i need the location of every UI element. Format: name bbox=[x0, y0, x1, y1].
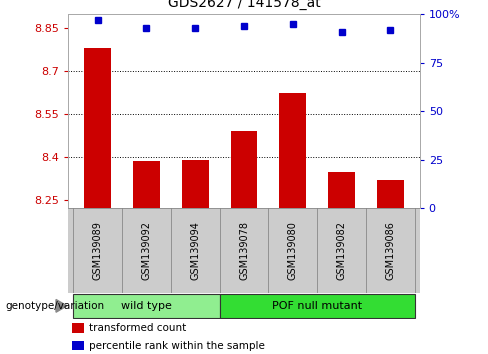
Bar bbox=[84, 48, 111, 208]
Bar bbox=[328, 172, 355, 208]
Text: GSM139092: GSM139092 bbox=[142, 221, 151, 280]
Text: GSM139089: GSM139089 bbox=[93, 221, 102, 280]
Bar bbox=[72, 323, 84, 333]
Text: GSM139082: GSM139082 bbox=[337, 221, 346, 280]
Bar bbox=[73, 293, 220, 318]
Text: percentile rank within the sample: percentile rank within the sample bbox=[89, 341, 265, 350]
Text: GSM139086: GSM139086 bbox=[386, 221, 395, 280]
Text: GSM139094: GSM139094 bbox=[190, 221, 200, 280]
Bar bbox=[231, 131, 258, 208]
Text: POF null mutant: POF null mutant bbox=[272, 301, 362, 311]
Bar bbox=[182, 160, 209, 208]
Bar bbox=[377, 179, 404, 208]
Text: GSM139080: GSM139080 bbox=[288, 221, 298, 280]
Title: GDS2627 / 141578_at: GDS2627 / 141578_at bbox=[167, 0, 321, 10]
Polygon shape bbox=[56, 299, 67, 312]
Text: genotype/variation: genotype/variation bbox=[5, 301, 104, 311]
Bar bbox=[72, 341, 84, 350]
Bar bbox=[280, 93, 306, 208]
Bar bbox=[220, 293, 415, 318]
Text: transformed count: transformed count bbox=[89, 323, 186, 333]
Text: GSM139078: GSM139078 bbox=[239, 221, 249, 280]
Bar bbox=[133, 161, 160, 208]
Text: wild type: wild type bbox=[121, 301, 172, 311]
